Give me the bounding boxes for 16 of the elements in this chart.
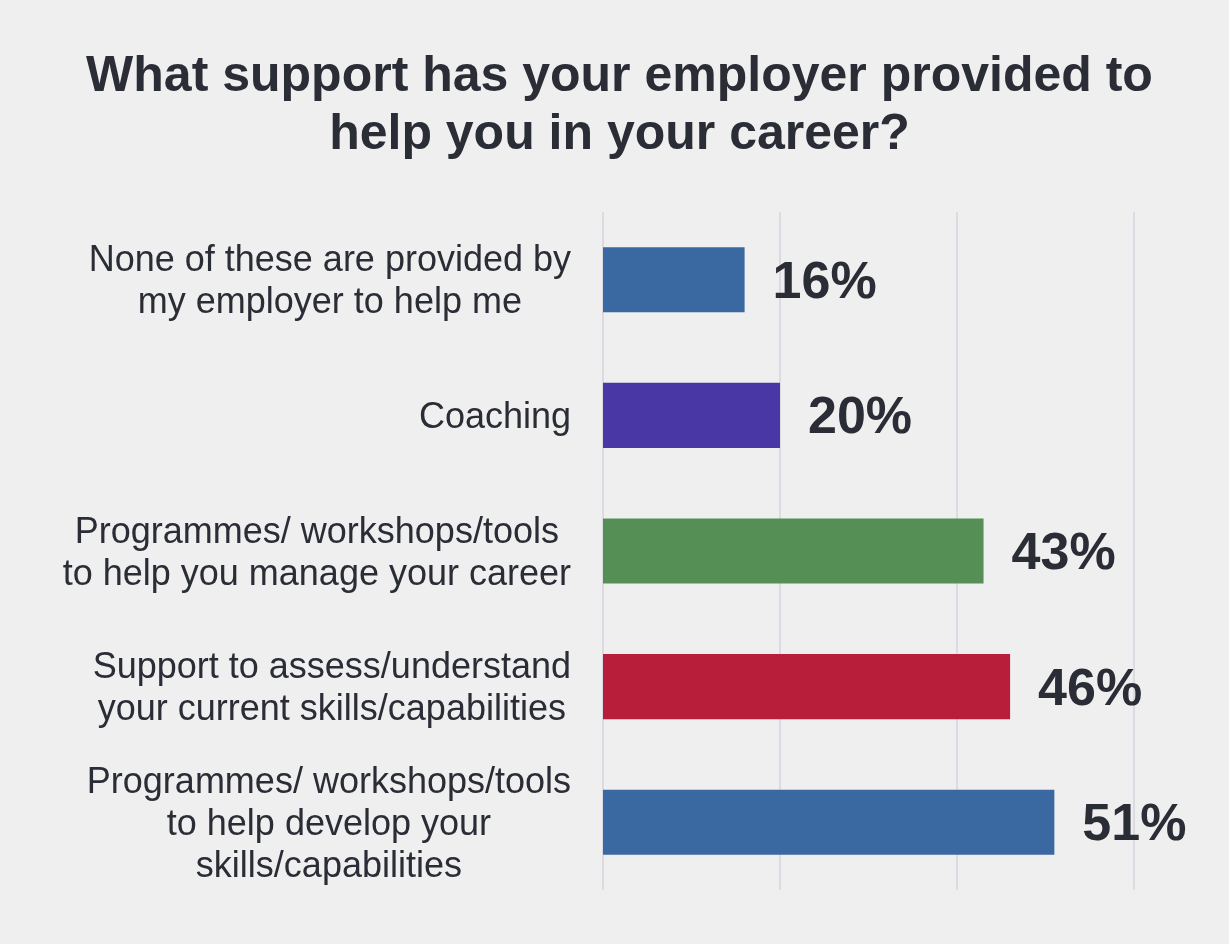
bar bbox=[603, 382, 780, 448]
y-tick-label: Support to assess/understand your current skills/capabilities bbox=[92, 645, 572, 729]
bar bbox=[603, 654, 1011, 720]
bar bbox=[603, 247, 745, 313]
y-tick-label: Programmes/ workshops/tools to help develop your skills/capabilities bbox=[86, 759, 571, 885]
y-tick-label: None of these are provided by my employer to help me bbox=[88, 238, 571, 322]
y-tick-label: Programmes/ workshops/tools to help you manage your career bbox=[62, 509, 572, 593]
y-tick-label: Coaching bbox=[418, 394, 571, 436]
data-label: 20% bbox=[808, 386, 913, 445]
bar bbox=[603, 518, 984, 584]
bar bbox=[603, 789, 1055, 855]
data-label: 16% bbox=[772, 250, 877, 309]
data-label: 51% bbox=[1082, 793, 1187, 852]
data-label: 43% bbox=[1011, 522, 1116, 580]
data-label: 46% bbox=[1038, 657, 1143, 716]
chart-title: What support has your employer provided to help you in your career? bbox=[86, 46, 1153, 160]
